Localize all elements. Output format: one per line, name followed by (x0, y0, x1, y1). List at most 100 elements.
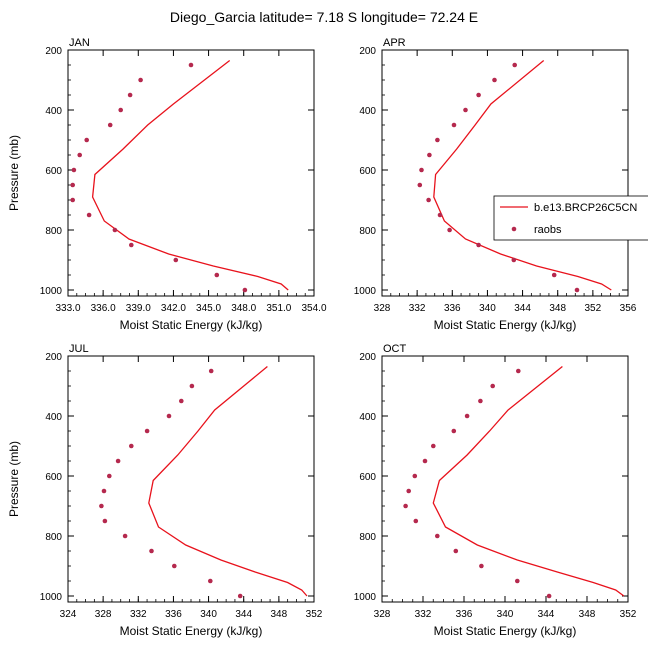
y-tick-label: 600 (45, 472, 62, 483)
x-tick-label: 340 (479, 303, 496, 314)
raobs-point (112, 227, 118, 233)
raobs-point (413, 518, 419, 524)
raobs-point (463, 107, 468, 113)
legend: b.e13.BRCP26C5CN raobs (493, 195, 648, 241)
x-tick-label: 336 (444, 303, 461, 314)
legend-label-model: b.e13.BRCP26C5CN (534, 202, 637, 214)
x-tick-label: 348 (271, 609, 288, 620)
raobs-point (242, 287, 248, 293)
x-axis-label: Moist Static Energy (kJ/kg) (120, 318, 263, 332)
x-tick-label: 342.0 (161, 303, 186, 314)
x-tick-label: 328 (95, 609, 112, 620)
raobs-point (403, 503, 408, 509)
raobs-point (427, 152, 432, 158)
x-tick-label: 352 (306, 609, 323, 620)
y-axis-label: Pressure (mb) (7, 441, 21, 517)
raobs-point (71, 167, 77, 173)
raobs-point (435, 533, 440, 539)
raobs-point (546, 593, 552, 599)
x-tick-label: 340 (497, 609, 514, 620)
raobs-point (173, 257, 179, 263)
raobs-point (431, 443, 436, 449)
raobs-point (166, 413, 172, 419)
raobs-point (464, 413, 470, 419)
panel-title: JAN (69, 37, 90, 49)
raobs-point (479, 563, 484, 569)
x-axis-label: Moist Static Energy (kJ/kg) (434, 318, 577, 332)
x-tick-label: 340 (200, 609, 217, 620)
raobs-point (107, 473, 112, 479)
raobs-point (551, 272, 557, 278)
x-tick-label: 332 (130, 609, 147, 620)
y-tick-label: 200 (359, 46, 376, 57)
y-tick-label: 1000 (354, 592, 377, 603)
raobs-point (77, 152, 82, 158)
raobs-point (149, 548, 154, 554)
raobs-point (118, 107, 123, 113)
panel-title: JUL (69, 343, 89, 355)
x-tick-label: 352 (620, 609, 637, 620)
raobs-point (476, 92, 481, 98)
plot-frame (381, 355, 629, 603)
y-tick-label: 400 (359, 412, 376, 423)
panel-apr: 328 332 336 340 344 348 352 356 200 400 600 800 1000… (354, 37, 637, 332)
plot-frame (67, 49, 315, 297)
y-tick-label: 800 (45, 226, 62, 237)
x-tick-label: 351.0 (266, 303, 291, 314)
raobs-point (122, 533, 128, 539)
raobs-point (478, 398, 483, 404)
raobs-point (451, 122, 457, 128)
raobs-point (70, 182, 75, 188)
y-tick-label: 200 (45, 352, 62, 363)
raobs-point (437, 212, 443, 218)
y-tick-label: 1000 (354, 286, 377, 297)
series-line-model (91, 59, 289, 291)
raobs-point (447, 227, 452, 233)
panel-title: APR (383, 37, 406, 49)
raobs-point (86, 212, 92, 218)
x-tick-label: 345.0 (196, 303, 221, 314)
y-axis-label: Pressure (mb) (7, 135, 21, 211)
raobs-point (490, 383, 496, 389)
x-tick-label: 336 (456, 609, 473, 620)
x-tick-label: 332 (409, 303, 426, 314)
series-line-model (432, 365, 625, 597)
raobs-point (208, 578, 213, 584)
raobs-point (419, 167, 424, 173)
panel-oct: 328 332 336 340 344 348 352 200 400 600 800 1000 OCT… (354, 343, 637, 638)
raobs-point (208, 368, 214, 374)
y-tick-label: 400 (359, 106, 376, 117)
y-tick-label: 400 (45, 412, 62, 423)
legend-marker-swatch (511, 226, 517, 232)
raobs-point (102, 518, 108, 524)
legend-label-raobs: raobs (534, 224, 562, 236)
x-tick-label: 333.0 (55, 303, 80, 314)
y-tick-label: 600 (359, 472, 376, 483)
x-axis-label: Moist Static Energy (kJ/kg) (120, 624, 263, 638)
raobs-point (127, 92, 133, 98)
panel-jan: 333.0 336.0 339.0 342.0 345.0 348.0 351.0 354.0… (7, 37, 327, 332)
y-tick-label: 600 (359, 166, 376, 177)
raobs-point (138, 77, 143, 83)
raobs-point (144, 428, 150, 434)
raobs-point (129, 242, 134, 248)
x-tick-label: 336 (165, 609, 182, 620)
raobs-point (84, 137, 89, 143)
raobs-point (451, 428, 457, 434)
x-tick-label: 348 (549, 303, 566, 314)
figure-title: Diego_Garcia latitude= 7.18 S longitude=… (170, 9, 478, 25)
y-tick-label: 800 (45, 532, 62, 543)
raobs-point (512, 62, 517, 68)
y-tick-label: 200 (45, 46, 62, 57)
raobs-point (189, 383, 195, 389)
y-tick-label: 200 (359, 352, 376, 363)
x-tick-label: 344 (514, 303, 531, 314)
raobs-point (101, 488, 107, 494)
x-tick-label: 356 (620, 303, 637, 314)
raobs-point (70, 197, 75, 203)
x-tick-label: 344 (235, 609, 252, 620)
x-tick-label: 332 (415, 609, 432, 620)
plot-frame (381, 49, 629, 297)
x-tick-label: 339.0 (126, 303, 151, 314)
